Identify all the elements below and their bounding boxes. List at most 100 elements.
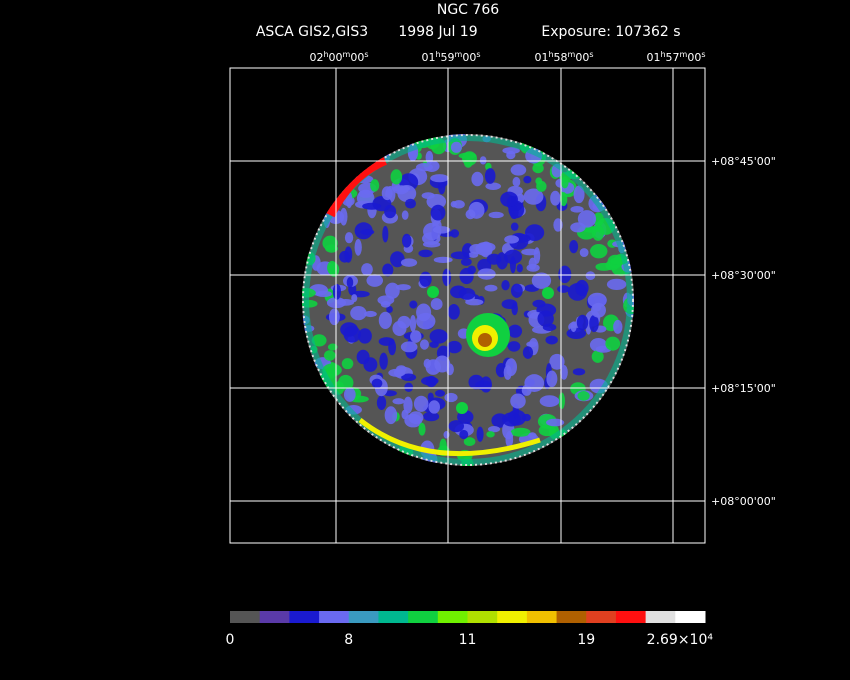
- colorbar-label: 0: [226, 632, 235, 648]
- blob: [447, 303, 460, 320]
- blob: [460, 258, 472, 266]
- blob: [429, 329, 448, 344]
- colorbar-swatch: [497, 611, 528, 623]
- blob: [379, 352, 388, 370]
- blob: [404, 413, 422, 428]
- image-overlay: 02h00m00s 01h59m00s 01h58m00s 01h57m00s +08°…: [230, 50, 776, 543]
- blob: [343, 325, 361, 343]
- blob: [434, 389, 446, 397]
- blob: [401, 409, 409, 420]
- blob: [463, 437, 476, 447]
- source: [427, 286, 439, 298]
- blob: [484, 284, 498, 292]
- blob: [378, 311, 392, 330]
- blob: [545, 335, 558, 345]
- dec-label: +08°00'00": [711, 495, 776, 508]
- blob: [522, 413, 531, 422]
- blob: [570, 206, 584, 213]
- blob: [328, 308, 340, 326]
- source: [456, 402, 468, 414]
- blob: [591, 302, 606, 318]
- blob: [416, 312, 436, 330]
- blob: [566, 327, 587, 340]
- blob: [458, 287, 476, 300]
- blob: [546, 370, 558, 388]
- colorbar-swatch: [467, 611, 498, 623]
- blob: [403, 396, 413, 414]
- blob: [479, 156, 487, 165]
- blob: [409, 300, 418, 309]
- blob: [405, 198, 416, 209]
- title: NGC 766: [437, 2, 499, 18]
- blob: [392, 320, 407, 336]
- blob: [432, 226, 451, 234]
- blob: [354, 238, 362, 256]
- blob: [418, 249, 433, 258]
- blob: [427, 392, 434, 402]
- colorbar-swatch: [437, 611, 468, 623]
- blob: [366, 274, 384, 287]
- blob: [433, 256, 453, 264]
- blob: [382, 225, 389, 243]
- blob: [593, 212, 604, 227]
- blob: [428, 400, 441, 414]
- blob: [591, 350, 604, 363]
- blob: [332, 283, 342, 300]
- blob: [504, 235, 520, 244]
- blob: [502, 412, 521, 427]
- blob: [510, 164, 527, 176]
- blob: [430, 174, 449, 183]
- blob: [327, 343, 338, 351]
- blob: [526, 341, 538, 348]
- blob: [421, 376, 439, 386]
- dec-label: +08°15'00": [711, 382, 776, 395]
- blob: [371, 378, 383, 389]
- blob: [401, 210, 409, 220]
- blob: [386, 305, 393, 314]
- blob: [485, 182, 501, 191]
- blob: [358, 189, 374, 198]
- blob: [376, 395, 387, 411]
- blob: [363, 310, 377, 318]
- bright-edge-bottom: [358, 418, 541, 457]
- blob: [446, 340, 462, 354]
- blob: [476, 426, 484, 442]
- blob: [404, 382, 414, 392]
- blob: [469, 244, 484, 255]
- blob: [429, 341, 439, 348]
- blob: [390, 169, 403, 185]
- blob: [510, 222, 519, 231]
- ra-label: 02h00m00s: [309, 50, 368, 64]
- blob: [510, 427, 531, 437]
- colorbar-swatch: [645, 611, 676, 623]
- colorbar-swatch: [586, 611, 617, 623]
- blob: [500, 191, 518, 207]
- colorbar-label: 11: [459, 632, 477, 648]
- blob: [418, 422, 426, 436]
- blob: [501, 299, 518, 310]
- blob: [510, 393, 526, 409]
- blob: [535, 177, 543, 185]
- blob: [506, 150, 516, 160]
- colorbar-swatch: [230, 611, 261, 623]
- blob: [419, 339, 429, 350]
- blob: [361, 263, 373, 276]
- blob: [558, 265, 572, 284]
- blob: [573, 185, 585, 204]
- exposure: Exposure: 107362 s: [541, 24, 680, 40]
- colorbar-swatch: [378, 611, 409, 623]
- blob: [507, 341, 521, 352]
- blob: [468, 201, 485, 219]
- blob: [605, 336, 621, 351]
- blob: [341, 358, 354, 370]
- blob: [311, 334, 327, 347]
- blob: [344, 246, 353, 263]
- blob: [434, 355, 451, 373]
- blob: [450, 200, 457, 208]
- blob: [575, 279, 589, 296]
- blob: [553, 218, 563, 232]
- blob: [382, 263, 394, 277]
- blob: [572, 368, 586, 376]
- blob: [346, 277, 354, 288]
